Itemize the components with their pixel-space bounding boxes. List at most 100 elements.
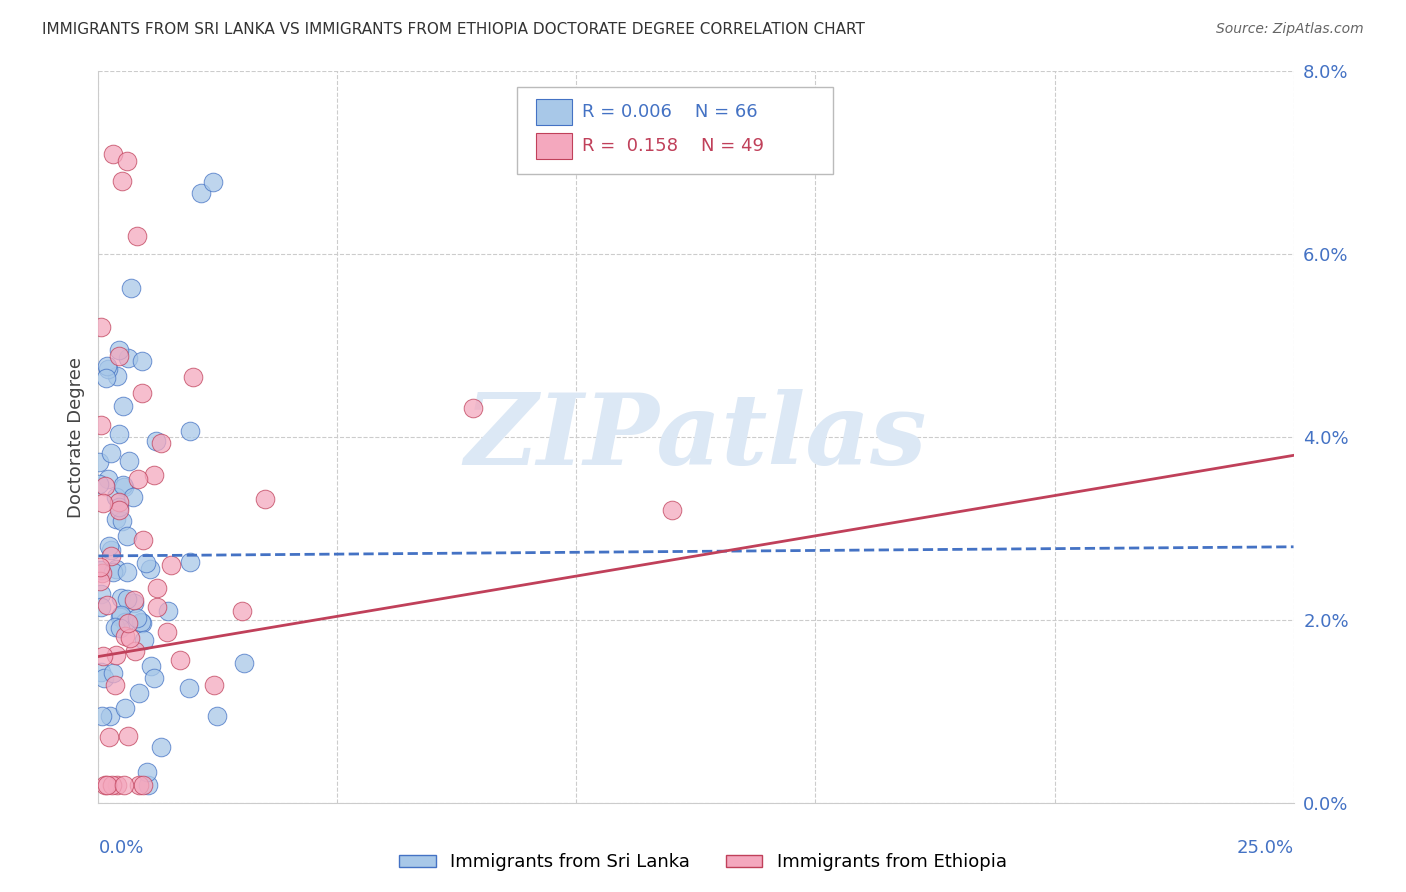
Point [110, 591, 132, 605]
FancyBboxPatch shape [517, 87, 834, 174]
Point [156, 625, 179, 640]
Point [117, 729, 139, 743]
Point [136, 765, 159, 780]
Point [91, 496, 114, 510]
Point [111, 399, 134, 413]
Point [202, 175, 225, 189]
Text: Source: ZipAtlas.com: Source: ZipAtlas.com [1216, 22, 1364, 37]
Point [143, 468, 166, 483]
Point [115, 529, 138, 543]
Point [233, 657, 256, 671]
Text: 25.0%: 25.0% [1236, 839, 1294, 857]
Point [94, 479, 117, 493]
Text: R =  0.158    N = 49: R = 0.158 N = 49 [582, 137, 765, 155]
Point [107, 500, 129, 514]
Point [181, 370, 204, 384]
Point [169, 653, 191, 667]
Point [97, 472, 120, 486]
Point [108, 343, 131, 357]
Point [118, 631, 141, 645]
Point [131, 615, 153, 630]
Point [115, 153, 138, 168]
Point [90, 563, 112, 577]
Point [117, 615, 139, 630]
Point [105, 369, 128, 384]
Point [149, 740, 172, 755]
Point [121, 490, 143, 504]
Point [190, 186, 212, 200]
Point [105, 648, 128, 662]
Point [124, 644, 146, 658]
Point [94, 371, 117, 385]
Point [101, 666, 124, 681]
Point [114, 615, 136, 630]
Point [207, 709, 229, 723]
Point [124, 593, 146, 607]
Point [231, 604, 253, 618]
Point [101, 778, 124, 792]
Point [111, 514, 134, 528]
Point [91, 709, 114, 723]
Point [89, 559, 111, 574]
Point [90, 566, 112, 580]
Point [101, 146, 124, 161]
Point [115, 565, 138, 579]
Point [179, 555, 201, 569]
Point [100, 709, 122, 723]
Point [111, 174, 134, 188]
Point [139, 562, 162, 576]
Point [110, 607, 132, 622]
Legend: Immigrants from Sri Lanka, Immigrants from Ethiopia: Immigrants from Sri Lanka, Immigrants fr… [392, 847, 1014, 879]
Point [97, 730, 120, 744]
Point [96, 598, 118, 612]
Point [104, 562, 127, 576]
Point [89, 574, 111, 588]
Text: R = 0.006    N = 66: R = 0.006 N = 66 [582, 103, 758, 121]
Point [202, 678, 225, 692]
Point [112, 778, 135, 792]
Point [114, 630, 136, 644]
Point [131, 385, 153, 400]
Point [125, 611, 148, 625]
Point [104, 678, 127, 692]
Point [91, 648, 114, 663]
Text: IMMIGRANTS FROM SRI LANKA VS IMMIGRANTS FROM ETHIOPIA DOCTORATE DEGREE CORRELATI: IMMIGRANTS FROM SRI LANKA VS IMMIGRANTS … [42, 22, 865, 37]
Point [122, 596, 145, 610]
Point [177, 681, 200, 695]
Point [127, 472, 149, 486]
Point [108, 503, 131, 517]
Point [108, 495, 131, 509]
FancyBboxPatch shape [536, 133, 572, 159]
Point [90, 587, 112, 601]
Point [97, 362, 120, 376]
Point [150, 436, 173, 450]
Point [118, 454, 141, 468]
Point [108, 621, 131, 635]
Point [114, 700, 136, 714]
Point [129, 615, 152, 629]
Point [100, 549, 122, 563]
Point [120, 281, 142, 295]
Text: ZIPatlas: ZIPatlas [465, 389, 927, 485]
Point [107, 349, 129, 363]
Point [136, 778, 159, 792]
Point [253, 491, 276, 506]
Point [105, 778, 128, 792]
Point [101, 566, 124, 580]
Point [146, 599, 169, 614]
Point [117, 351, 139, 365]
Point [141, 659, 163, 673]
Point [179, 425, 201, 439]
Point [94, 778, 117, 792]
Point [112, 480, 135, 494]
Point [143, 672, 166, 686]
Point [96, 359, 118, 373]
Point [135, 556, 157, 570]
Text: 0.0%: 0.0% [98, 839, 143, 857]
Point [96, 778, 118, 792]
Point [661, 503, 683, 517]
Point [93, 671, 115, 685]
Point [461, 401, 484, 415]
Point [108, 427, 131, 442]
Point [146, 581, 169, 595]
